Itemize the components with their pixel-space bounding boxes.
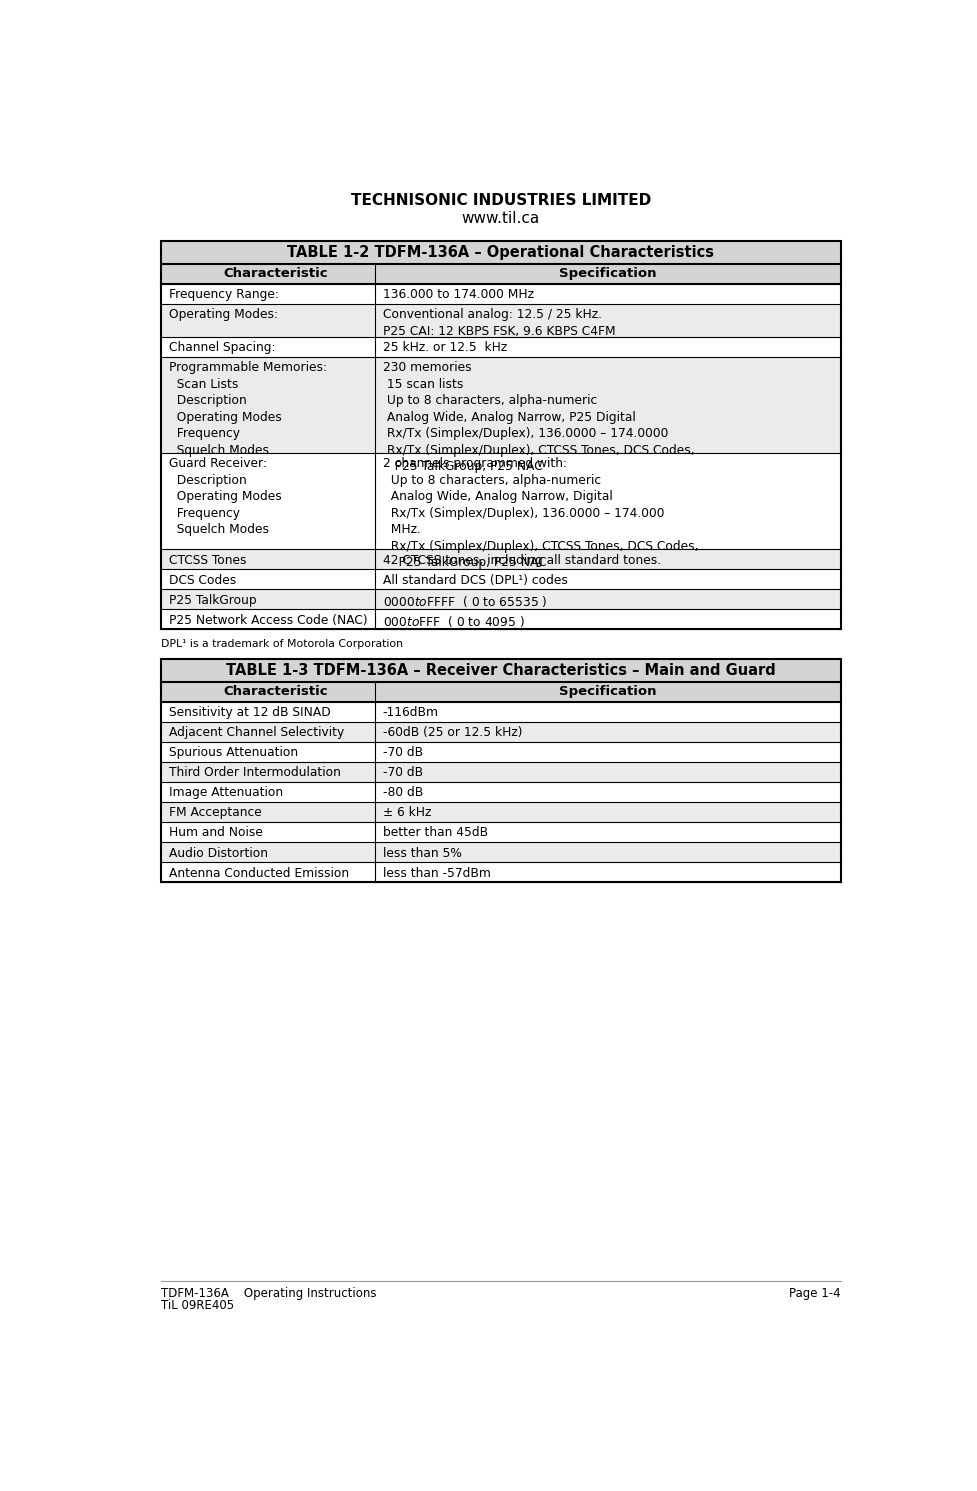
Bar: [161, 589, 840, 610]
Text: Audio Distortion: Audio Distortion: [169, 847, 268, 859]
Text: Programmable Memories:
  Scan Lists
  Description
  Operating Modes
  Frequency
: Programmable Memories: Scan Lists Descri…: [169, 361, 326, 456]
Text: Characteristic: Characteristic: [224, 267, 328, 280]
Text: Spurious Attenuation: Spurious Attenuation: [169, 747, 298, 759]
Text: FM Acceptance: FM Acceptance: [169, 807, 262, 820]
Bar: [161, 862, 840, 883]
Text: TDFM-136A    Operating Instructions: TDFM-136A Operating Instructions: [161, 1287, 376, 1300]
Text: DCS Codes: DCS Codes: [169, 574, 235, 586]
Bar: [161, 783, 840, 802]
Text: 42 CTCSS tones, including all standard tones.: 42 CTCSS tones, including all standard t…: [383, 553, 660, 567]
Text: -70 dB: -70 dB: [383, 747, 423, 759]
Text: $0000 to $FFFF  ( 0 to 65535 ): $0000 to $FFFF ( 0 to 65535 ): [383, 593, 547, 608]
Text: P25 TalkGroup: P25 TalkGroup: [169, 593, 256, 607]
Bar: [161, 681, 840, 702]
Text: $000 to $FFF  ( 0 to 4095 ): $000 to $FFF ( 0 to 4095 ): [383, 614, 525, 629]
Text: 230 memories
 15 scan lists
 Up to 8 characters, alpha-numeric
 Analog Wide, Ana: 230 memories 15 scan lists Up to 8 chara…: [383, 361, 695, 473]
Text: Page 1-4: Page 1-4: [788, 1287, 840, 1300]
Bar: [161, 549, 840, 570]
Text: TABLE 1-2 TDFM-136A – Operational Characteristics: TABLE 1-2 TDFM-136A – Operational Charac…: [287, 245, 714, 259]
Text: Specification: Specification: [559, 686, 657, 698]
Text: TABLE 1-3 TDFM-136A – Receiver Characteristics – Main and Guard: TABLE 1-3 TDFM-136A – Receiver Character…: [226, 662, 776, 678]
Bar: [161, 702, 840, 722]
Text: Third Order Intermodulation: Third Order Intermodulation: [169, 766, 341, 780]
Text: Antenna Conducted Emission: Antenna Conducted Emission: [169, 866, 349, 880]
Text: Channel Spacing:: Channel Spacing:: [169, 341, 276, 353]
Bar: [161, 743, 840, 762]
Text: TECHNISONIC INDUSTRIES LIMITED: TECHNISONIC INDUSTRIES LIMITED: [351, 192, 651, 207]
Bar: [161, 762, 840, 783]
Bar: [161, 240, 840, 264]
Bar: [161, 283, 840, 304]
Bar: [161, 337, 840, 356]
Text: Image Attenuation: Image Attenuation: [169, 786, 282, 799]
Text: P25 Network Access Code (NAC): P25 Network Access Code (NAC): [169, 614, 367, 626]
Bar: [161, 453, 840, 549]
Text: less than -57dBm: less than -57dBm: [383, 866, 490, 880]
Bar: [161, 304, 840, 337]
Bar: [161, 722, 840, 743]
Bar: [161, 659, 840, 883]
Text: Guard Receiver:
  Description
  Operating Modes
  Frequency
  Squelch Modes: Guard Receiver: Description Operating Mo…: [169, 458, 281, 537]
Text: -60dB (25 or 12.5 kHz): -60dB (25 or 12.5 kHz): [383, 726, 523, 740]
Text: -80 dB: -80 dB: [383, 786, 423, 799]
Bar: [161, 570, 840, 589]
Text: better than 45dB: better than 45dB: [383, 826, 488, 839]
Text: 25 kHz. or 12.5  kHz: 25 kHz. or 12.5 kHz: [383, 341, 507, 353]
Bar: [161, 240, 840, 629]
Text: less than 5%: less than 5%: [383, 847, 461, 859]
Bar: [161, 659, 840, 681]
Text: Characteristic: Characteristic: [224, 686, 328, 698]
Text: Conventional analog: 12.5 / 25 kHz.
P25 CAI: 12 KBPS FSK, 9.6 KBPS C4FM: Conventional analog: 12.5 / 25 kHz. P25 …: [383, 309, 616, 338]
Text: 2 channels programmed with:
  Up to 8 characters, alpha-numeric
  Analog Wide, A: 2 channels programmed with: Up to 8 char…: [383, 458, 699, 570]
Text: 136.000 to 174.000 MHz: 136.000 to 174.000 MHz: [383, 288, 533, 301]
Bar: [161, 264, 840, 283]
Text: ± 6 kHz: ± 6 kHz: [383, 807, 431, 820]
Text: Frequency Range:: Frequency Range:: [169, 288, 278, 301]
Text: Sensitivity at 12 dB SINAD: Sensitivity at 12 dB SINAD: [169, 707, 330, 719]
Text: Adjacent Channel Selectivity: Adjacent Channel Selectivity: [169, 726, 344, 740]
Text: -70 dB: -70 dB: [383, 766, 423, 780]
Text: www.til.ca: www.til.ca: [461, 212, 540, 227]
Text: TiL 09RE405: TiL 09RE405: [161, 1299, 234, 1312]
Bar: [161, 842, 840, 862]
Text: Operating Modes:: Operating Modes:: [169, 309, 277, 321]
Text: All standard DCS (DPL¹) codes: All standard DCS (DPL¹) codes: [383, 574, 568, 586]
Text: -116dBm: -116dBm: [383, 707, 439, 719]
Bar: [161, 356, 840, 453]
Text: Specification: Specification: [559, 267, 657, 280]
Bar: [161, 822, 840, 842]
Bar: [161, 802, 840, 822]
Bar: [161, 610, 840, 629]
Text: DPL¹ is a trademark of Motorola Corporation: DPL¹ is a trademark of Motorola Corporat…: [161, 638, 403, 649]
Text: CTCSS Tones: CTCSS Tones: [169, 553, 246, 567]
Text: Hum and Noise: Hum and Noise: [169, 826, 263, 839]
